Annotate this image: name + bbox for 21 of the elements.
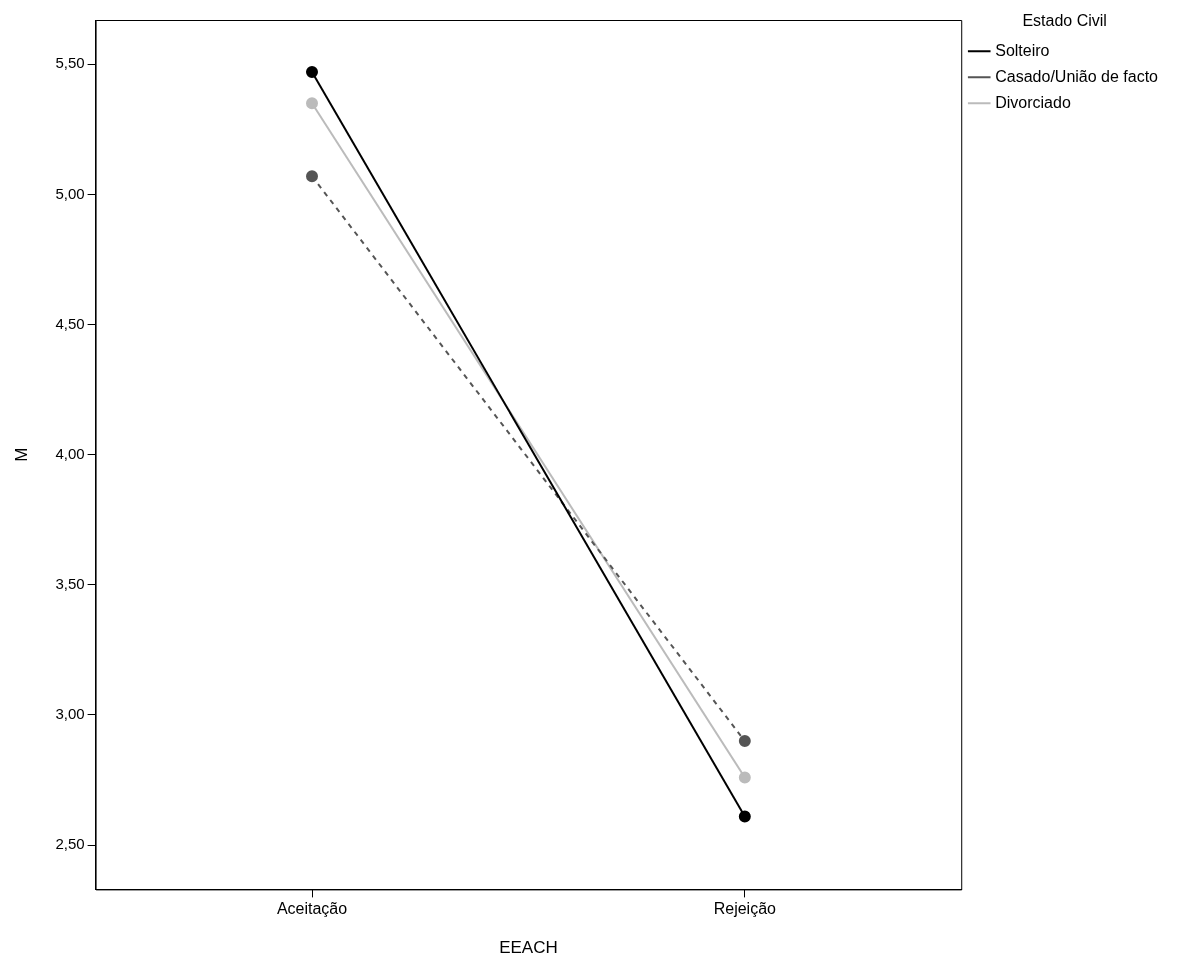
y-tick-label: 5,00: [55, 184, 85, 202]
point: [738, 771, 751, 784]
y-tick-label: 4,00: [55, 444, 85, 462]
point: [738, 735, 751, 748]
legend-label: Solteiro: [995, 41, 1050, 59]
x-axis-title: EEACH: [499, 938, 558, 958]
x-tick-label: Rejeição: [713, 900, 777, 918]
legend-label: Divorciado: [995, 93, 1071, 111]
y-axis-title: M: [11, 447, 31, 462]
y-tick-label: 4,50: [55, 314, 85, 332]
legend-title: Estado Civil: [1022, 12, 1107, 30]
x-tick-label: Aceitação: [276, 900, 348, 918]
y-tick-label: 3,00: [55, 705, 85, 723]
y-tick-label: 2,50: [55, 835, 85, 853]
point: [306, 97, 318, 110]
legend-label: Casado/União de facto: [995, 67, 1159, 85]
point: [738, 810, 751, 823]
point: [306, 170, 318, 183]
point: [306, 66, 318, 79]
y-tick-label: 3,50: [55, 574, 85, 592]
y-tick-label: 5,50: [55, 54, 85, 72]
